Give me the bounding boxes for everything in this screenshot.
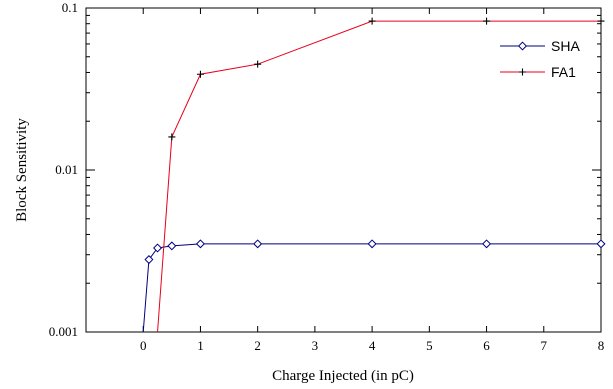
data-point-sha [167,241,177,251]
data-point-sha [195,239,205,249]
legend-marker-sha [517,41,528,51]
axis-ticks [86,7,602,333]
legend-label-fa1: FA1 [551,64,576,80]
data-point-fa1 [483,17,491,25]
series-line-fa1 [157,20,601,333]
plot-frame [85,7,602,333]
series-fa1 [157,17,605,333]
y-tick-label: 0.001 [49,324,78,339]
data-point-sha [367,239,377,249]
data-point-fa1 [368,17,376,25]
series-layer [142,17,606,333]
data-point-sha [153,243,163,253]
axis-tick-labels: 0 1 2 3 4 5 6 7 8 0.1 0.01 0.001 [49,0,605,353]
series-sha [142,239,606,333]
y-tick-label: 0.1 [62,0,78,15]
data-point-fa1 [254,60,262,68]
x-axis-label: Charge Injected (in pC) [272,368,414,384]
x-tick-label: 7 [541,338,548,353]
data-point-sha [596,239,606,249]
x-tick-label: 2 [254,338,261,353]
series-line-sha [142,243,601,333]
legend: SHA FA1 [500,38,580,80]
x-tick-label: 5 [426,338,433,353]
legend-label-sha: SHA [551,38,580,54]
x-tick-label: 4 [369,338,376,353]
data-point-sha [253,239,263,249]
legend-marker-fa1 [519,68,526,76]
x-tick-label: 1 [197,338,204,353]
data-point-fa1 [196,70,204,78]
data-point-fa1 [597,17,605,25]
data-point-sha [144,255,154,265]
x-tick-label: 3 [312,338,319,353]
x-tick-label: 8 [598,338,605,353]
y-axis-label: Block Sensitivity [14,118,30,222]
x-tick-label: 0 [140,338,147,353]
y-tick-label: 0.01 [55,162,78,177]
x-tick-label: 6 [483,338,490,353]
data-point-fa1 [168,133,176,141]
data-point-sha [482,239,492,249]
